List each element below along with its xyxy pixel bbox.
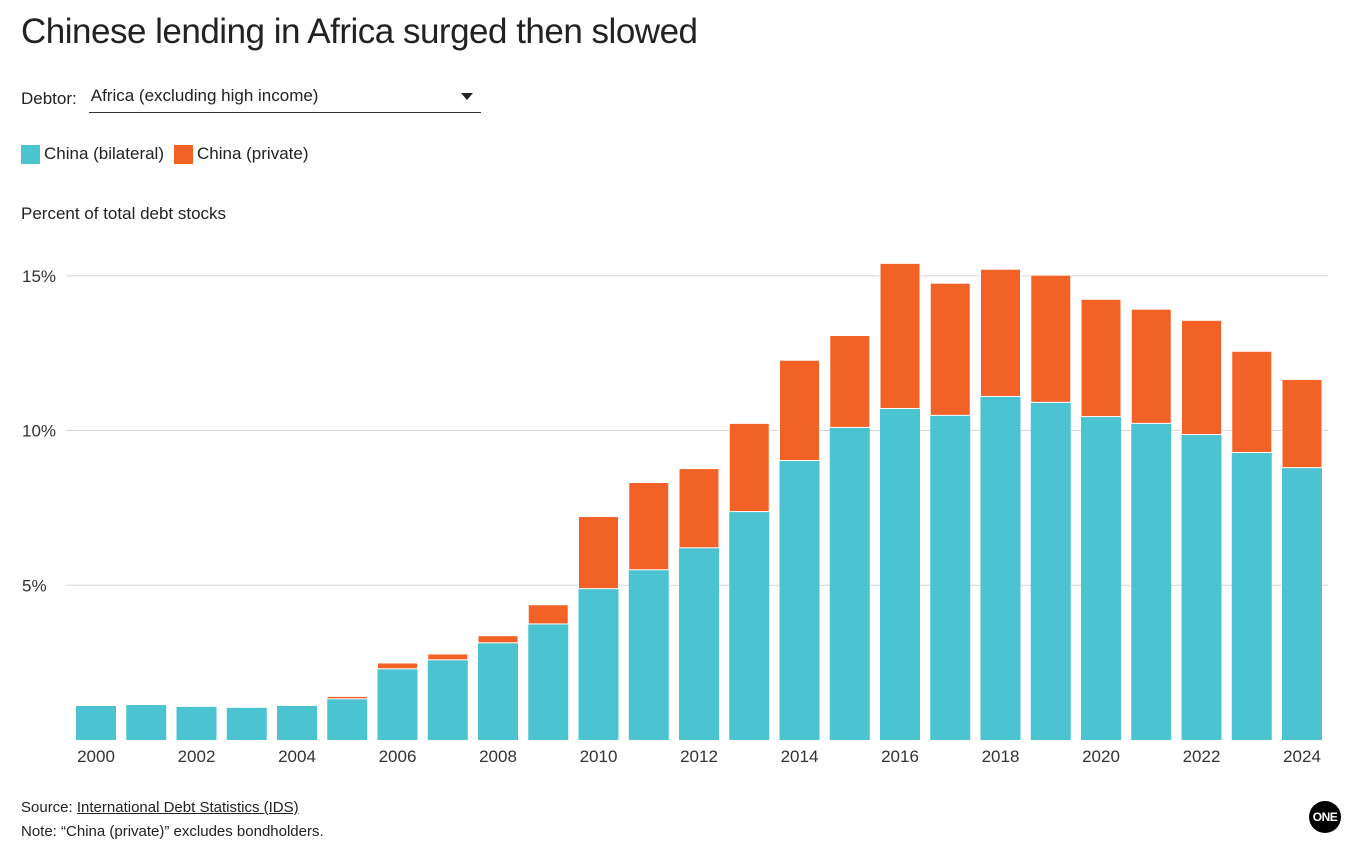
- bar-bilateral: [1131, 423, 1172, 740]
- legend-label-private: China (private): [197, 144, 309, 163]
- bar-private: [829, 334, 871, 428]
- bar-bilateral: [1081, 416, 1121, 740]
- bar-private: [477, 635, 519, 644]
- page-title: Chinese lending in Africa surged then sl…: [21, 12, 698, 51]
- bar-private: [1231, 350, 1273, 453]
- x-tick-label: 2018: [982, 747, 1020, 766]
- legend-item-private: China (private): [174, 144, 309, 164]
- bar-private: [879, 262, 921, 410]
- one-logo: ONE: [1309, 801, 1341, 833]
- bar-bilateral: [528, 623, 569, 740]
- bar-private: [728, 422, 770, 513]
- legend-item-bilateral: China (bilateral): [21, 144, 164, 164]
- x-tick-label: 2020: [1082, 747, 1120, 766]
- bar-private: [527, 604, 569, 625]
- y-tick-label: 15%: [22, 267, 56, 286]
- x-tick-label: 2004: [278, 747, 316, 766]
- x-tick-label: 2024: [1283, 747, 1321, 766]
- debtor-label: Debtor:: [21, 88, 77, 108]
- bar-private: [678, 468, 720, 549]
- bar-private: [628, 481, 670, 571]
- bar-bilateral: [1231, 452, 1272, 740]
- x-tick-label: 2022: [1183, 747, 1221, 766]
- source-prefix: Source:: [21, 799, 77, 816]
- bar-bilateral: [126, 705, 167, 740]
- legend: China (bilateral) China (private): [21, 144, 309, 164]
- bar-bilateral: [226, 707, 267, 740]
- bar-bilateral: [779, 460, 820, 740]
- bar-bilateral: [980, 396, 1021, 740]
- x-tick-label: 2010: [580, 747, 618, 766]
- bar-private: [1130, 308, 1172, 424]
- bar-private: [326, 695, 368, 700]
- bar-bilateral: [930, 415, 971, 740]
- bar-bilateral: [1181, 434, 1222, 740]
- bar-bilateral: [176, 706, 217, 740]
- bar-private: [929, 282, 971, 416]
- bar-bilateral: [427, 659, 468, 740]
- chevron-down-icon: [460, 92, 473, 100]
- bar-bilateral: [578, 588, 619, 740]
- bar-private: [980, 268, 1021, 397]
- debtor-filter: Debtor: Africa (excluding high income): [21, 84, 481, 113]
- legend-label-bilateral: China (bilateral): [44, 144, 164, 163]
- bar-bilateral: [1030, 402, 1071, 740]
- bar-private: [779, 359, 820, 462]
- note: Note: “China (private)” excludes bondhol…: [21, 823, 324, 840]
- bar-bilateral: [729, 511, 770, 740]
- y-tick-label: 5%: [22, 576, 47, 595]
- legend-swatch-private: [174, 144, 193, 164]
- bar-private: [578, 516, 619, 590]
- bar-bilateral: [628, 569, 669, 740]
- x-tick-label: 2008: [479, 747, 517, 766]
- bar-bilateral: [829, 427, 870, 740]
- debtor-select[interactable]: Africa (excluding high income): [88, 84, 481, 113]
- bar-private: [1080, 298, 1122, 418]
- footer: Source: International Debt Statistics (I…: [21, 796, 324, 844]
- bar-bilateral: [76, 705, 116, 740]
- x-tick-label: 2002: [178, 747, 216, 766]
- bar-private: [1030, 274, 1072, 403]
- source-link[interactable]: International Debt Statistics (IDS): [76, 799, 299, 816]
- bar-bilateral: [679, 547, 719, 740]
- bar-bilateral: [327, 698, 368, 740]
- chart: 5% 10% 15% 2000 2002 2004 2006 2008 2010 2012 2014…: [22, 262, 1328, 766]
- y-axis-label: Percent of total debt stocks: [21, 204, 227, 223]
- x-tick-label: 2006: [379, 747, 417, 766]
- bar-bilateral: [1282, 467, 1322, 740]
- bar-bilateral: [880, 408, 920, 740]
- x-tick-label: 2012: [680, 747, 718, 766]
- legend-swatch-bilateral: [21, 144, 40, 164]
- debtor-selected-value: Africa (excluding high income): [90, 86, 319, 105]
- bar-bilateral: [478, 642, 518, 740]
- bar-bilateral: [277, 705, 317, 740]
- bar-bilateral: [377, 668, 418, 740]
- x-tick-label: 2000: [77, 747, 115, 766]
- bar-private: [1281, 378, 1323, 469]
- bar-private: [377, 662, 418, 670]
- x-tick-label: 2014: [781, 747, 819, 766]
- bar-private: [427, 653, 469, 661]
- y-tick-label: 10%: [22, 422, 56, 441]
- bar-private: [1181, 319, 1222, 436]
- x-tick-label: 2016: [881, 747, 919, 766]
